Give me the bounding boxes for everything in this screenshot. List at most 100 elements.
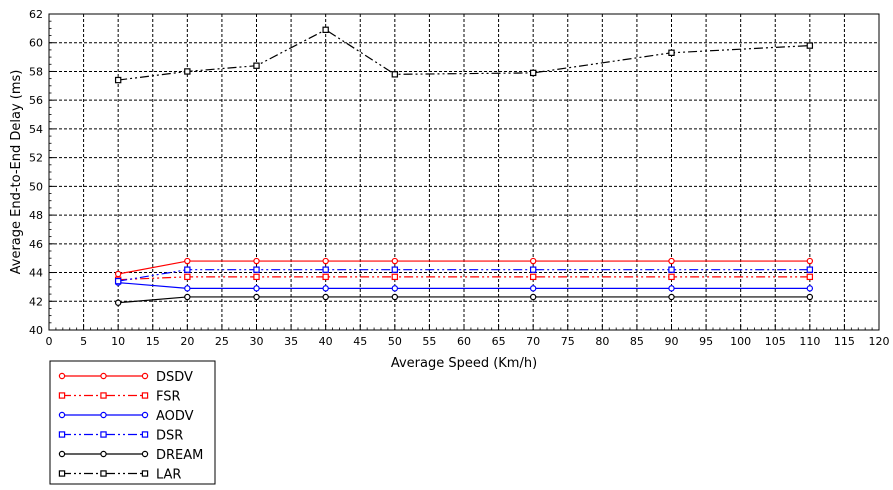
data-point-dsr — [668, 266, 675, 273]
legend-swatch-marker — [58, 372, 66, 380]
data-point-dsdv — [806, 257, 814, 265]
y-tick-label: 42 — [29, 295, 43, 308]
legend-item-aodv: AODV — [58, 409, 194, 424]
data-point-dsr — [184, 266, 191, 273]
series-lines — [114, 26, 814, 306]
y-tick-label: 60 — [29, 37, 43, 50]
data-point-dsdv — [668, 257, 675, 265]
series-line-dream — [118, 296, 810, 304]
legend-swatch-marker — [141, 411, 149, 419]
legend-swatch-marker — [141, 372, 149, 380]
series-line-aodv — [118, 282, 810, 289]
x-tick-label: 0 — [46, 335, 53, 348]
data-point-dsr — [529, 266, 537, 273]
data-point-aodv — [184, 285, 191, 292]
legend-swatch-marker — [58, 450, 66, 458]
x-tick-label: 10 — [111, 335, 125, 348]
x-tick-label: 75 — [561, 335, 575, 348]
x-tick-label: 25 — [215, 335, 229, 348]
x-tick-label: 50 — [388, 335, 402, 348]
y-tick-label: 54 — [29, 123, 43, 136]
legend-swatch-marker — [100, 392, 107, 399]
y-tick-label: 46 — [29, 238, 43, 251]
x-tick-label: 5 — [80, 335, 87, 348]
y-tick-label: 52 — [29, 152, 43, 165]
data-point-fsr — [184, 273, 191, 281]
data-point-aodv — [322, 285, 329, 292]
x-tick-label: 45 — [353, 335, 367, 348]
x-tick-label: 20 — [180, 335, 194, 348]
legend-swatch-marker — [100, 470, 107, 477]
data-point-dsdv — [114, 270, 122, 278]
legend-swatch-marker — [141, 392, 149, 399]
data-point-aodv — [529, 285, 537, 292]
data-point-lar — [806, 42, 814, 49]
data-point-dream — [391, 293, 399, 301]
legend-swatch-marker — [58, 392, 66, 399]
x-tick-label: 60 — [457, 335, 471, 348]
legend-item-fsr: FSR — [58, 390, 181, 405]
x-tick-label: 30 — [250, 335, 264, 348]
series-line-dsr — [118, 269, 810, 282]
x-tick-label: 90 — [665, 335, 679, 348]
legend-item-dream: DREAM — [58, 448, 203, 463]
legend-label: DREAM — [156, 448, 203, 463]
legend-label: DSDV — [156, 370, 193, 385]
data-point-lar — [114, 76, 122, 84]
y-tick-label: 44 — [29, 267, 43, 280]
data-point-dream — [184, 293, 191, 301]
data-point-lar — [668, 49, 675, 56]
data-point-lar — [184, 68, 191, 75]
series-dsdv — [114, 257, 814, 278]
x-tick-label: 35 — [284, 335, 298, 348]
plot-frame — [48, 13, 880, 331]
data-point-lar — [253, 62, 260, 69]
series-line-fsr — [118, 276, 810, 281]
data-point-dream — [253, 293, 260, 301]
data-point-dream — [806, 293, 814, 301]
legend-label: DSR — [156, 429, 183, 444]
data-point-dsdv — [322, 257, 329, 265]
x-tick-label: 100 — [730, 335, 751, 348]
legend-swatch-marker — [141, 470, 149, 477]
data-point-dsdv — [184, 257, 191, 265]
x-tick-label: 85 — [630, 335, 644, 348]
series-dsr — [114, 266, 814, 285]
data-point-aodv — [668, 285, 675, 292]
legend-swatch-marker — [100, 431, 107, 438]
legend-swatch-marker — [58, 411, 66, 419]
data-point-dsr — [114, 277, 122, 285]
legend-item-dsdv: DSDV — [58, 370, 193, 385]
y-tick-label: 62 — [29, 8, 43, 21]
data-point-dream — [529, 293, 537, 301]
y-tick-label: 48 — [29, 209, 43, 222]
legend: DSDV FSR AODV DSR DREAM LAR — [49, 360, 216, 485]
data-point-aodv — [391, 285, 399, 292]
data-point-lar — [391, 71, 399, 78]
legend-label: FSR — [156, 390, 181, 405]
legend-swatch-marker — [141, 431, 149, 438]
data-point-fsr — [253, 273, 260, 281]
data-point-fsr — [391, 273, 399, 281]
data-point-fsr — [668, 273, 675, 281]
data-point-dream — [322, 293, 329, 301]
series-dream — [114, 293, 814, 306]
x-axis-label: Average Speed (Km/h) — [391, 356, 537, 371]
data-point-dsr — [391, 266, 399, 273]
series-line-lar — [118, 29, 810, 81]
data-point-lar — [322, 26, 329, 34]
legend-swatch-marker — [100, 372, 107, 380]
series-line-dsdv — [118, 260, 810, 275]
x-tick-label: 80 — [595, 335, 609, 348]
data-point-aodv — [253, 285, 260, 292]
data-point-dream — [114, 299, 122, 306]
legend-box — [49, 360, 216, 485]
legend-swatch-marker — [58, 431, 66, 438]
data-point-dsdv — [391, 257, 399, 265]
y-axis-label: Average End-to-End Delay (ms) — [9, 70, 24, 275]
y-tick-label: 50 — [29, 180, 43, 193]
data-point-lar — [529, 69, 537, 77]
x-tick-label: 15 — [146, 335, 160, 348]
